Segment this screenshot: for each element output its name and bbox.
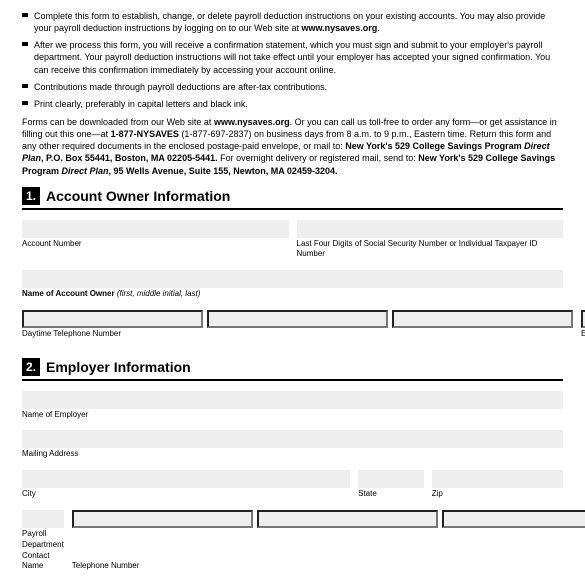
city-label: City [22,489,350,500]
instructions-paragraph: Forms can be downloaded from our Web sit… [22,116,563,177]
state-label: State [358,489,424,500]
contact-name-label: Payroll Department Contact Name [22,529,64,572]
mailing-address-label: Mailing Address [22,449,563,460]
day-phone-1[interactable] [22,310,203,328]
section-1-header: 1. Account Owner Information [22,187,563,210]
eve-phone-1[interactable] [581,310,585,328]
ssn-label: Last Four Digits of Social Security Numb… [297,239,564,261]
city-input[interactable] [22,470,350,488]
ssn-input[interactable] [297,220,564,238]
section-2-header: 2. Employer Information [22,358,563,381]
account-number-input[interactable] [22,220,289,238]
employer-name-input[interactable] [22,391,563,409]
day-phone-label: Daytime Telephone Number [22,329,573,340]
section-1-title: Account Owner Information [46,187,230,206]
instruction-list: Complete this form to establish, change,… [22,10,563,110]
mailing-address-input[interactable] [22,430,563,448]
evening-phone-group [581,310,585,328]
contact-phone-group [72,510,585,560]
day-phone-3[interactable] [392,310,573,328]
bullet-2: After we process this form, you will rec… [22,39,563,75]
contact-name-input[interactable] [22,510,64,528]
owner-name-input[interactable] [22,270,563,288]
eve-phone-label: Evening Telephone Number [581,329,585,340]
bullet-3: Contributions made through payroll deduc… [22,81,563,93]
contact-phone-3[interactable] [442,510,585,528]
contact-phone-2[interactable] [257,510,438,528]
bullet-4: Print clearly, preferably in capital let… [22,98,563,110]
contact-phone-1[interactable] [72,510,253,528]
employer-name-label: Name of Employer [22,410,563,421]
zip-input[interactable] [432,470,563,488]
zip-label: Zip [432,489,563,500]
daytime-phone-group [22,310,573,328]
section-1-number: 1. [22,187,40,205]
contact-phone-label: Telephone Number [72,561,585,572]
account-number-label: Account Number [22,239,289,250]
section-2-title: Employer Information [46,358,191,377]
section-2-number: 2. [22,358,40,376]
day-phone-2[interactable] [207,310,388,328]
state-input[interactable] [358,470,424,488]
owner-name-label: Name of Account Owner (first, middle ini… [22,289,563,300]
bullet-1: Complete this form to establish, change,… [22,10,563,34]
